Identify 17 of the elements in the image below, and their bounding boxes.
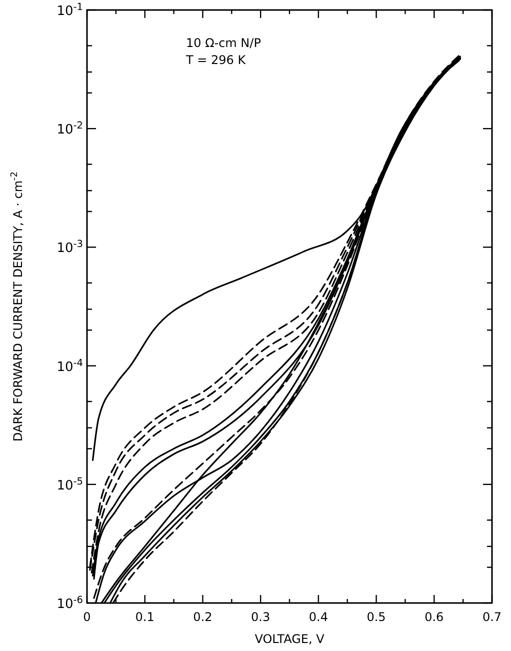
x-tick-label: 0.2 [193,610,212,624]
y-tick-label: 10$^{-5}$ [56,476,83,494]
annotation: 10 Ω-cm N/P [186,36,261,50]
y-tick-label: 10$^{-1}$ [56,2,83,19]
y-tick-label: 10$^{-6}$ [56,594,83,612]
x-tick-label: 0.1 [135,610,154,624]
x-axis-title: VOLTAGE, V [254,632,326,646]
x-tick-label: 0.3 [251,610,270,624]
annotation: T = 296 K [185,53,247,67]
x-tick-label: 0.4 [308,610,328,624]
y-tick-label: 10$^{-2}$ [56,120,83,138]
x-tick-label: 0.7 [482,610,502,624]
x-tick-label: 0.5 [366,610,386,624]
y-tick-label: 10$^{-4}$ [56,357,83,375]
x-tick-label: 0.6 [424,610,444,624]
x-tick-label: 0 [83,610,91,624]
y-tick-label: 10$^{-3}$ [56,238,83,256]
